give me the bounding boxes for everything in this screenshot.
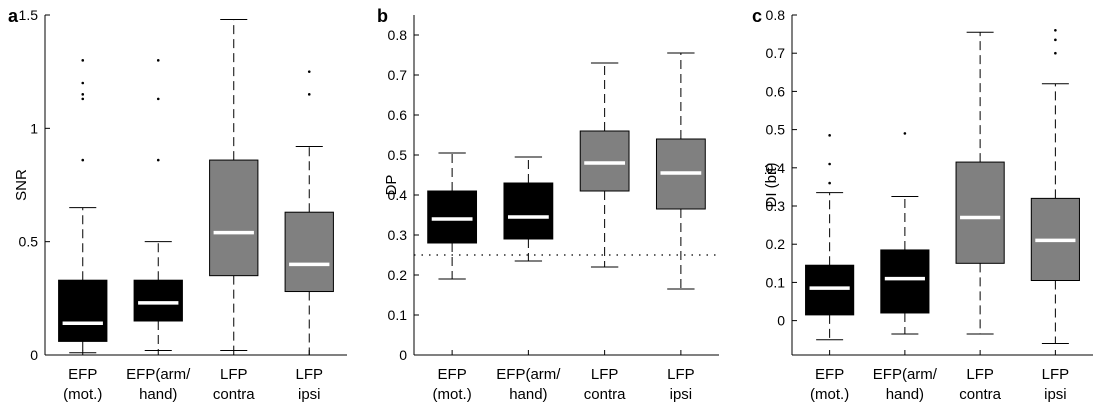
box-3 <box>955 31 1005 335</box>
y-tick-label: 0.3 <box>766 198 786 214</box>
x-tick-label: contra <box>959 386 1001 403</box>
x-tick-label: (mot.) <box>433 386 472 403</box>
box-2 <box>503 156 554 262</box>
panel-letter: a <box>8 6 19 26</box>
y-tick-label: 0.1 <box>388 307 408 323</box>
y-tick-label: 0.4 <box>766 160 786 176</box>
x-tick-label: LFP <box>220 366 248 383</box>
panel-letter: b <box>377 6 388 26</box>
box-3 <box>209 19 259 351</box>
y-tick-label: 1 <box>30 120 38 136</box>
y-axis-title: DP <box>383 175 400 196</box>
box-1 <box>805 134 855 341</box>
y-tick-label: 0.3 <box>388 227 408 243</box>
outlier-point <box>828 181 831 185</box>
x-tick-label: LFP <box>1042 366 1070 383</box>
outlier-point <box>828 134 831 137</box>
x-tick-label: EFP <box>438 366 467 383</box>
y-tick-label: 0.1 <box>766 274 786 290</box>
box-body <box>58 279 108 342</box>
box-2 <box>880 132 930 335</box>
x-tick-label: EFP <box>68 366 97 383</box>
outlier-point <box>903 132 907 135</box>
y-tick-label: 1.5 <box>19 7 39 23</box>
outlier-point <box>1054 51 1057 55</box>
outlier-point <box>307 70 311 73</box>
outlier-point <box>81 93 85 96</box>
outlier-point <box>828 162 831 166</box>
outlier-point <box>81 59 85 62</box>
x-tick-label: hand) <box>886 386 924 403</box>
x-tick-label: contra <box>213 386 255 403</box>
outlier-point <box>307 93 311 96</box>
x-tick-label: hand) <box>509 386 547 403</box>
outlier-point <box>156 158 160 162</box>
x-tick-label: (mot.) <box>63 386 102 403</box>
outlier-point <box>1054 38 1057 42</box>
x-tick-label: (mot.) <box>810 386 849 403</box>
x-tick-label: ipsi <box>298 386 321 403</box>
x-tick-label: EFP(arm/ <box>126 366 191 383</box>
y-tick-label: 0.6 <box>388 107 408 123</box>
x-tick-label: ipsi <box>1044 386 1067 403</box>
box-4 <box>1030 28 1080 345</box>
box-1 <box>58 59 108 354</box>
y-tick-label: 0.7 <box>388 67 408 83</box>
outlier-point <box>156 97 160 101</box>
outlier-point <box>1054 28 1057 32</box>
y-tick-label: 0 <box>399 347 407 363</box>
x-tick-label: LFP <box>295 366 323 383</box>
box-4 <box>284 70 334 356</box>
outlier-point <box>81 158 85 162</box>
box-3 <box>579 62 630 268</box>
y-tick-label: 0.5 <box>388 147 408 163</box>
box-body <box>427 190 478 244</box>
x-tick-label: contra <box>584 386 626 403</box>
box-4 <box>655 52 706 290</box>
y-axis-title: DI (bit) <box>763 162 780 207</box>
box-body <box>284 211 334 293</box>
y-tick-label: 0.8 <box>388 27 408 43</box>
y-tick-label: 0 <box>777 313 785 329</box>
box-2 <box>133 59 183 351</box>
box-body <box>880 249 930 314</box>
y-tick-label: 0.6 <box>766 83 786 99</box>
box-body <box>955 161 1005 264</box>
y-tick-label: 0.8 <box>766 7 786 23</box>
x-tick-label: EFP(arm/ <box>496 366 561 383</box>
box-body <box>805 264 855 316</box>
y-tick-label: 0.4 <box>388 187 408 203</box>
x-tick-label: ipsi <box>670 386 693 403</box>
y-tick-label: 0.5 <box>19 234 39 250</box>
box-body <box>133 279 183 322</box>
box-body <box>209 159 259 277</box>
y-tick-label: 0.5 <box>766 122 786 138</box>
outlier-point <box>81 81 85 85</box>
outlier-point <box>81 97 85 101</box>
panel-b: 0 0.1 0.2 0.3 0.4 0.5 0.6 0.7 0.8 EFP (mot.) EFP(ar… <box>377 6 719 403</box>
box-1 <box>427 152 478 280</box>
panel-c: 0 0.1 0.2 0.3 0.4 0.5 0.6 0.7 0.8 EFP (mot.) EFP(ar… <box>752 6 1093 403</box>
y-tick-label: 0.2 <box>766 236 786 252</box>
box-body <box>503 182 554 240</box>
y-tick-label: 0.7 <box>766 45 786 61</box>
x-tick-label: LFP <box>966 366 994 383</box>
y-tick-label: 0.2 <box>388 267 408 283</box>
y-axis-title: SNR <box>13 169 30 201</box>
x-tick-label: LFP <box>591 366 619 383</box>
y-tick-label: 0 <box>30 347 38 363</box>
x-tick-label: hand) <box>139 386 177 403</box>
x-tick-label: LFP <box>667 366 695 383</box>
box-body <box>579 130 630 192</box>
x-tick-label: EFP(arm/ <box>873 366 938 383</box>
x-tick-label: EFP <box>815 366 844 383</box>
panel-letter: c <box>752 6 762 26</box>
panel-a: 0 0.5 1 1.5 EFP (mot.) EFP(arm/hand) LFP contra L… <box>8 6 347 403</box>
outlier-point <box>156 59 160 62</box>
